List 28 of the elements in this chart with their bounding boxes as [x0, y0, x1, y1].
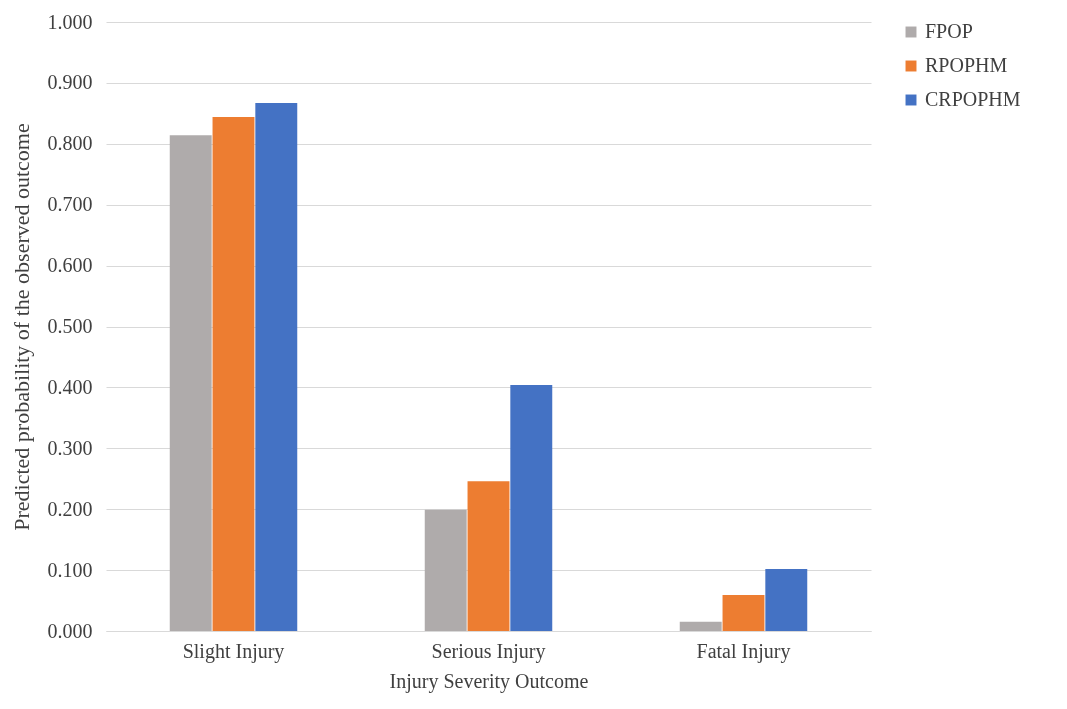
x-tick-label: Serious Injury — [431, 639, 546, 663]
y-tick-label: 0.500 — [47, 315, 93, 337]
x-axis-title: Injury Severity Outcome — [389, 669, 589, 693]
legend-label: CRPOPHM — [925, 88, 1021, 110]
legend-label: RPOPHM — [925, 54, 1008, 76]
bar — [424, 509, 467, 631]
y-tick-label: 0.400 — [47, 375, 93, 398]
y-tick-label: 0.800 — [47, 132, 93, 155]
x-tick-label: Slight Injury — [182, 639, 285, 663]
bar — [212, 117, 255, 631]
bar — [722, 595, 765, 631]
y-tick-label: 0.100 — [47, 558, 93, 581]
y-tick-label: 0.600 — [47, 254, 93, 277]
bar — [169, 135, 212, 631]
bar — [765, 568, 808, 631]
y-tick-label: 0.000 — [47, 619, 93, 642]
y-tick-label: 1.000 — [47, 10, 93, 33]
y-tick-label: 0.300 — [47, 436, 93, 459]
legend-label: FPOP — [925, 20, 973, 42]
y-axis-title: Predicted probability of the observed outcome — [8, 123, 34, 531]
bar — [679, 621, 722, 631]
bar — [510, 384, 553, 631]
x-tick-label: Fatal Injury — [696, 639, 791, 663]
bar — [467, 481, 510, 631]
bar — [255, 103, 298, 631]
y-tick-label: 0.900 — [47, 71, 93, 94]
y-tick-label: 0.700 — [47, 193, 93, 216]
y-tick-label: 0.200 — [47, 497, 93, 520]
